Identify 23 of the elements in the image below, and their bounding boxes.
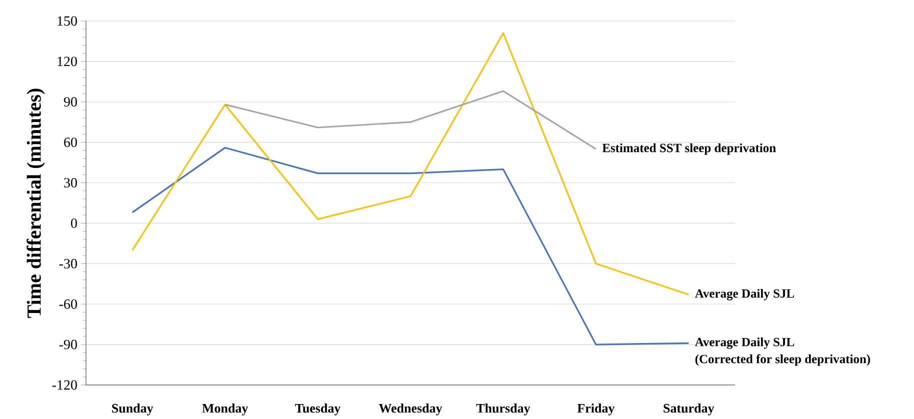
y-tick-label: 150 bbox=[58, 16, 77, 26]
annotation: (Corrected for sleep deprivation) bbox=[695, 354, 870, 366]
y-tick-label: 90 bbox=[64, 97, 77, 107]
y-axis-title: Time differential (minutes) bbox=[26, 88, 45, 318]
y-tick-label: 120 bbox=[58, 56, 77, 66]
x-tick-label: Friday bbox=[577, 404, 615, 416]
y-tick-label: -120 bbox=[52, 380, 77, 390]
line-series bbox=[224, 90, 597, 150]
y-tick-label: -60 bbox=[59, 299, 77, 309]
y-tick-label: 30 bbox=[64, 178, 77, 188]
x-tick-label: Tuesday bbox=[295, 404, 341, 416]
x-tick-label: Thursday bbox=[476, 404, 530, 416]
x-tick-label: Wednesday bbox=[378, 404, 442, 416]
series-label: Average Daily SJL bbox=[694, 337, 794, 349]
y-tick-label: -90 bbox=[59, 340, 77, 350]
x-tick-label: Saturday bbox=[664, 404, 714, 416]
x-tick-label: Monday bbox=[202, 404, 248, 416]
y-tick-label: 0 bbox=[71, 218, 77, 228]
series-label: Estimated SST sleep deprivation bbox=[602, 143, 776, 155]
x-tick-label: Sunday bbox=[112, 404, 154, 416]
y-tick-label: 60 bbox=[64, 138, 77, 148]
series-label: Average Daily SJL bbox=[694, 288, 794, 300]
y-tick-label: -30 bbox=[59, 258, 77, 268]
